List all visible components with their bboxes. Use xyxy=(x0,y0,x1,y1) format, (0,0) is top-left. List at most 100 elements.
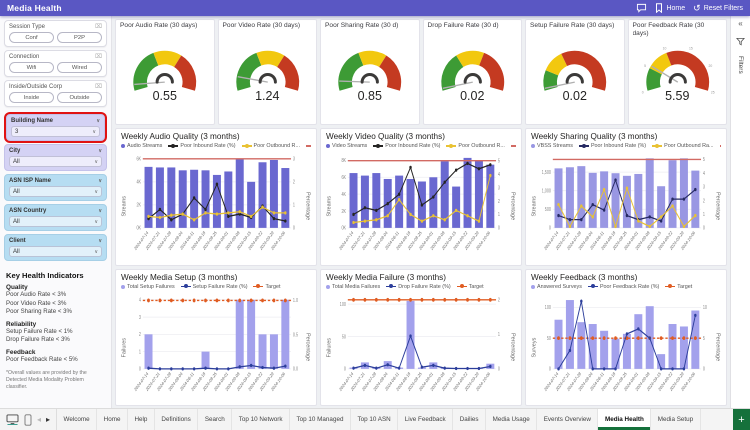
tab-media-setup[interactable]: Media Setup xyxy=(651,409,701,430)
reset-filters-button[interactable]: ↺ Reset Filters xyxy=(693,2,743,13)
legend-line-marker xyxy=(168,143,179,148)
tab-dailies[interactable]: Dailies xyxy=(453,409,487,430)
slicer-button-conf[interactable]: Conf xyxy=(9,32,54,43)
tab-top-10-network[interactable]: Top 10 Network xyxy=(232,409,291,430)
tab-welcome[interactable]: Welcome xyxy=(57,409,98,430)
legend-item: Target xyxy=(510,143,516,149)
legend-line-marker xyxy=(253,284,264,289)
svg-text:0: 0 xyxy=(139,366,141,372)
chevron-down-icon: ∨ xyxy=(98,238,102,244)
dropdown-card-building-name: Building Name ∨ 3 ∨ xyxy=(6,114,105,141)
gauge-visual xyxy=(428,38,518,99)
tab-events-overview[interactable]: Events Overview xyxy=(537,409,599,430)
tab-help[interactable]: Help xyxy=(128,409,155,430)
dropdown-value-field[interactable]: All ∨ xyxy=(9,216,102,227)
dropdown-value-field[interactable]: 3 ∨ xyxy=(11,126,100,137)
svg-text:50: 50 xyxy=(547,335,552,341)
gauge-value: 0.02 xyxy=(562,89,587,103)
svg-text:20: 20 xyxy=(708,64,712,68)
legend-label: Target xyxy=(677,283,693,290)
tab-top-10-managed[interactable]: Top 10 Managed xyxy=(290,409,351,430)
page-title: Media Health xyxy=(7,3,62,13)
key-health-item: Poor Sharing Rate < 3% xyxy=(6,308,72,316)
chart-plot-area: Streams 0K 2K 4K 6K 0 1 2 3 2024-07-14 2024-07-21 2… xyxy=(121,149,311,264)
reset-icon: ↺ xyxy=(693,2,701,13)
clear-selections-icon[interactable]: ⌧ xyxy=(95,84,102,90)
tab-definitions[interactable]: Definitions xyxy=(155,409,199,430)
legend-item: Setup Failure Rate (%) xyxy=(180,284,247,290)
slicer-button-p2p[interactable]: P2P xyxy=(57,32,102,43)
svg-text:3: 3 xyxy=(293,156,295,162)
y-axis-title-right: Percentage xyxy=(509,192,516,221)
dropdown-value-field[interactable]: All ∨ xyxy=(9,156,102,167)
top-bar: Media Health Home ↺ Reset Filters xyxy=(0,0,750,16)
tab-top-10-asn[interactable]: Top 10 ASN xyxy=(351,409,399,430)
slicer-button-wired[interactable]: Wired xyxy=(57,62,102,73)
legend-dot-marker xyxy=(531,144,535,148)
gauge-value: 0.02 xyxy=(460,89,485,103)
legend-label: Poor Inbound Rate (%) xyxy=(590,143,647,149)
key-health-item: Poor Video Rate < 3% xyxy=(6,299,67,307)
legend-label: Total Media Failures xyxy=(332,283,381,290)
home-label: Home xyxy=(666,4,686,12)
y-axis-title-left: Streams xyxy=(531,196,538,217)
chart-title: Weekly Media Setup (3 months) xyxy=(121,272,238,282)
slicer-header: Session Type ⌧ xyxy=(9,23,102,31)
expand-filters-icon[interactable]: « xyxy=(738,19,743,28)
dropdown-value-field[interactable]: All ∨ xyxy=(9,246,102,257)
chevron-down-icon: ∨ xyxy=(94,218,98,225)
dropdown-label-text: ASN ISP Name xyxy=(9,178,51,184)
svg-text:0: 0 xyxy=(703,366,705,372)
legend-line-marker xyxy=(180,284,191,289)
gauge-visual xyxy=(530,38,620,99)
home-button[interactable]: Home xyxy=(655,3,685,13)
legend-item: Drop Failure Rate (%) xyxy=(386,284,451,290)
comment-icon[interactable] xyxy=(636,3,647,13)
legend-label: Video Streams xyxy=(332,143,368,149)
dropdown-label: ASN Country ∨ xyxy=(9,208,102,214)
dropdown-value-field[interactable]: All ∨ xyxy=(9,186,102,197)
y-axis-title-left: Streams xyxy=(121,196,128,217)
next-page-arrow[interactable]: ▸ xyxy=(46,414,51,424)
dropdown-card-asn-country: ASN Country ∨ All ∨ xyxy=(4,204,107,231)
svg-text:2: 2 xyxy=(703,198,705,204)
phone-view-icon[interactable] xyxy=(24,413,32,426)
slicer-button-inside[interactable]: Inside xyxy=(9,92,54,103)
desktop-view-icon[interactable] xyxy=(6,414,19,425)
legend-line-marker xyxy=(386,284,397,289)
chart-title: Weekly Video Quality (3 months) xyxy=(326,132,445,141)
gauge-value: 1.24 xyxy=(255,89,280,103)
tab-media-usage[interactable]: Media Usage xyxy=(486,409,538,430)
legend-dot-marker xyxy=(326,284,330,289)
svg-text:0K: 0K xyxy=(136,225,141,231)
main-area: Session Type ⌧ Conf P2P Connection ⌧ Wifi Wired… xyxy=(0,16,750,408)
filters-pane-collapsed: « Filters xyxy=(730,16,750,408)
dropdown-value: All xyxy=(13,158,20,165)
svg-text:4: 4 xyxy=(139,297,141,303)
tab-search[interactable]: Search xyxy=(198,409,233,430)
slicer-button-wifi[interactable]: Wifi xyxy=(9,62,54,73)
svg-text:1: 1 xyxy=(139,348,141,354)
svg-text:0: 0 xyxy=(498,366,500,372)
chart-legend: Total Media Failures Drop Failure Rate (%… xyxy=(326,284,516,290)
svg-text:0: 0 xyxy=(641,90,643,94)
slicer-button-outside[interactable]: Outside xyxy=(57,92,102,103)
gauge-visual xyxy=(325,38,415,99)
chevron-down-icon: ∨ xyxy=(98,178,102,184)
clear-selections-icon[interactable]: ⌧ xyxy=(95,54,102,60)
legend-item: Poor Feedback Rate (%) xyxy=(587,284,659,290)
chart-legend: Video Streams Poor Inbound Rate (%) Poor O… xyxy=(326,143,516,149)
chevron-down-icon: ∨ xyxy=(98,148,102,154)
add-page-button[interactable]: + xyxy=(733,409,750,430)
legend-label: Answered Surveys xyxy=(537,283,582,290)
clear-selections-icon[interactable]: ⌧ xyxy=(95,24,102,30)
y-axis-title-left: Failures xyxy=(121,336,128,357)
legend-line-marker xyxy=(241,143,252,148)
legend-dot-marker xyxy=(121,284,125,289)
tab-home[interactable]: Home xyxy=(97,409,128,430)
prev-page-arrow[interactable]: ◂ xyxy=(37,414,42,424)
tab-live-feedback[interactable]: Live Feedback xyxy=(398,409,454,430)
svg-text:0: 0 xyxy=(549,225,551,231)
tab-media-health[interactable]: Media Health xyxy=(598,409,652,430)
legend-label: Poor Outbound Ra... xyxy=(664,143,714,149)
